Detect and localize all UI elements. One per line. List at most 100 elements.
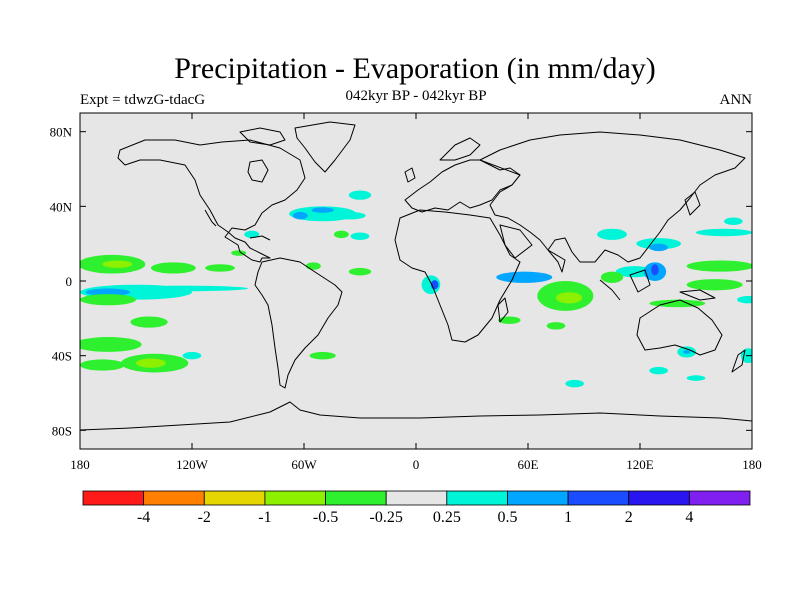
colorbar-swatch (264, 490, 326, 506)
contour-region (348, 267, 372, 276)
colorbar-label: 2 (625, 509, 633, 526)
colorbar-swatch (82, 490, 145, 506)
period-label: 042kyr BP - 042kyr BP (345, 88, 487, 104)
coast-new-zealand (731, 349, 746, 373)
colorbar-label: -0.5 (313, 509, 338, 526)
contour-region (636, 238, 682, 250)
colorbar-swatch (325, 490, 387, 506)
contour-region (311, 207, 334, 213)
coast-hudson-bay (247, 159, 269, 183)
map-background (80, 113, 752, 449)
colorbar-label: -4 (137, 509, 150, 526)
lon-tick-label: 0 (413, 457, 420, 472)
lat-tick-label: 0 (66, 274, 73, 289)
coast-south-america (254, 257, 343, 389)
lat-tick-label: 80N (50, 125, 73, 140)
colorbar-swatch (628, 490, 690, 506)
coast-japan (684, 191, 701, 216)
contour-region (496, 271, 553, 283)
coast-sumatra (599, 279, 621, 301)
colorbar: -4 -2 -1 -0.5 -0.25 0.25 0.5 1 2 4 (82, 490, 751, 526)
lat-tick-label: 80S (52, 423, 72, 438)
contour-region (421, 275, 441, 295)
contour-region (130, 316, 168, 328)
contour-region (556, 292, 583, 304)
coast-north-america (117, 139, 306, 263)
colorbar-label: -1 (258, 509, 271, 526)
contour-region (150, 262, 196, 274)
contour-region (136, 358, 166, 368)
coast-arctic-islands (239, 127, 286, 146)
colorbar-label: 0.5 (497, 509, 517, 526)
lon-tick-label: 180 (70, 457, 90, 472)
contour-region (335, 211, 366, 220)
coast-australia (636, 299, 723, 356)
colorbar-swatch (507, 490, 569, 506)
contour-region (231, 250, 247, 256)
colorbar-swatch (203, 490, 266, 506)
colorbar-label: 0.25 (433, 509, 461, 526)
contour-region (565, 379, 585, 388)
contour-region (682, 350, 691, 354)
contour-region (737, 295, 752, 304)
contour-region (686, 375, 706, 381)
contour-region (102, 260, 133, 268)
coast-asia (479, 131, 746, 263)
contour-field (80, 190, 752, 388)
coast-madagascar (497, 297, 509, 323)
contour-region (686, 279, 743, 291)
coast-india (547, 249, 566, 273)
colorbar-label: -2 (198, 509, 211, 526)
contour-region (649, 366, 669, 375)
lon-tick-label: 180 (742, 457, 762, 472)
contour-region (649, 243, 669, 252)
contour-region (696, 228, 752, 237)
lon-tick-label: 60E (518, 457, 539, 472)
lat-tick-label: 40N (50, 199, 73, 214)
colorbar-swatch (567, 490, 630, 506)
coast-new-guinea (679, 289, 716, 301)
colorbar-label: -0.25 (370, 509, 403, 526)
coast-baja (204, 209, 217, 227)
lon-tick-label: 120W (176, 457, 209, 472)
axis-ticks: 80N 40N 0 40S 80S 180 120W 60W 0 60E 120E 180 (50, 113, 762, 472)
contour-region (686, 260, 752, 272)
colorbar-swatch (446, 490, 508, 506)
contour-region (85, 288, 131, 296)
contour-region (117, 285, 248, 292)
colorbar-swatch (688, 490, 751, 506)
contour-region (244, 230, 260, 239)
contour-region (597, 228, 627, 240)
contour-region (80, 337, 142, 352)
coast-antarctica (80, 401, 752, 431)
contour-region (333, 230, 349, 239)
contour-region (546, 322, 566, 330)
lon-tick-label: 60W (291, 457, 317, 472)
lat-tick-label: 40S (52, 349, 72, 364)
contour-region (600, 271, 624, 283)
contour-region (309, 351, 336, 360)
coastlines (80, 121, 752, 431)
contour-region (348, 190, 372, 200)
coast-arabia (499, 224, 533, 259)
contour-region (292, 211, 308, 220)
contour-region (80, 359, 125, 371)
contour-region (498, 316, 521, 324)
contour-region (615, 266, 654, 278)
contour-region (724, 217, 743, 225)
coast-britain (404, 167, 416, 183)
contour-region (350, 232, 370, 240)
contour-region (305, 262, 321, 270)
coast-borneo (629, 269, 651, 293)
season-label: ANN (719, 92, 753, 108)
map-title: Precipitation - Evaporation (in mm/day) (174, 52, 656, 85)
coast-scandinavia (439, 137, 481, 161)
lon-tick-label: 120E (626, 457, 654, 472)
contour-region (182, 351, 202, 360)
coast-cuba (249, 235, 271, 241)
colorbar-label: 1 (564, 509, 572, 526)
contour-region (205, 264, 235, 272)
colorbar-label: 4 (685, 509, 693, 526)
coast-greenland (294, 121, 356, 173)
colorbar-swatch (385, 490, 448, 506)
